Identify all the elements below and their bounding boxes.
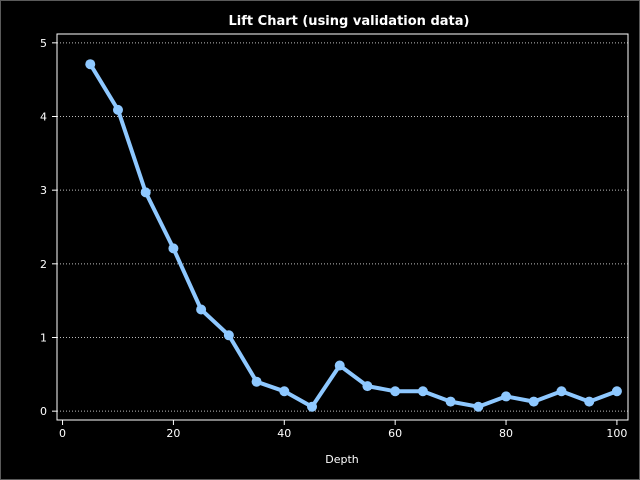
x-tick-label: 80 xyxy=(499,427,513,440)
data-point xyxy=(501,391,512,402)
data-point xyxy=(528,396,539,407)
gridlines xyxy=(57,42,628,412)
series-line xyxy=(88,62,619,409)
chart-title: Lift Chart (using validation data) xyxy=(229,14,470,29)
axis-ticks: 0 1 2 3 4 5 0 20 40 60 80 100 xyxy=(40,37,627,440)
data-point xyxy=(279,386,290,397)
data-point xyxy=(251,376,262,387)
plot-area-border xyxy=(56,33,629,421)
data-point xyxy=(334,360,345,371)
y-tick-label: 5 xyxy=(40,37,47,50)
data-point xyxy=(611,386,622,397)
series-group xyxy=(85,59,622,412)
data-point xyxy=(417,386,428,397)
x-tick-label: 20 xyxy=(166,427,180,440)
data-point xyxy=(112,104,123,115)
y-tick-label: 1 xyxy=(40,331,47,344)
data-point xyxy=(556,386,567,397)
data-point xyxy=(85,59,96,70)
data-point xyxy=(473,401,484,412)
x-tick-label: 0 xyxy=(59,427,66,440)
data-point xyxy=(168,243,179,254)
data-point xyxy=(307,401,318,412)
x-axis-label: Depth xyxy=(325,453,359,466)
y-tick-label: 3 xyxy=(40,184,47,197)
data-point xyxy=(390,386,401,397)
data-point xyxy=(140,187,151,198)
x-tick-label: 60 xyxy=(388,427,402,440)
x-tick-label: 100 xyxy=(606,427,627,440)
y-tick-label: 4 xyxy=(40,111,47,124)
data-point xyxy=(445,396,456,407)
data-point xyxy=(196,304,207,315)
data-point xyxy=(584,396,595,407)
y-tick-label: 0 xyxy=(40,405,47,418)
x-tick-label: 40 xyxy=(277,427,291,440)
data-point xyxy=(223,330,234,341)
y-tick-label: 2 xyxy=(40,258,47,271)
data-point xyxy=(362,381,373,392)
